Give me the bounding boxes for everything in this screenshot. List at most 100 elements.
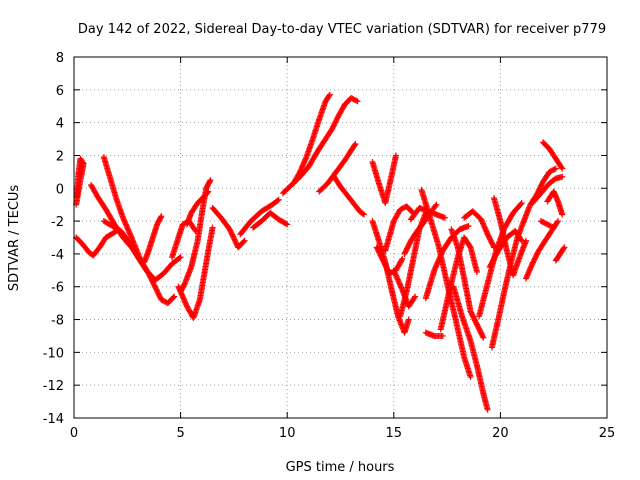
data-point (470, 313, 477, 320)
series-arc-15 (290, 91, 333, 187)
data-point (489, 241, 496, 248)
data-point (207, 177, 214, 184)
data-point (382, 262, 389, 269)
data-point (468, 309, 475, 316)
series-arc-18 (369, 152, 399, 207)
chart-title: Day 142 of 2022, Sidereal Day-to-day VTE… (78, 22, 606, 37)
data-point (171, 293, 178, 300)
data-point (531, 256, 538, 263)
data-point (552, 165, 559, 172)
series-arc-8 (175, 224, 216, 321)
series-arc-2 (73, 227, 120, 259)
series-arc-5 (100, 154, 150, 274)
y-tick-label: -4 (51, 248, 64, 263)
series-arc-1 (73, 155, 87, 208)
data-point (332, 119, 339, 126)
data-point (384, 266, 391, 273)
data-point (328, 126, 335, 133)
data-point (205, 188, 212, 195)
data-point (473, 321, 480, 328)
axis-ticks: 0 5 10 15 20 25 -14 -12 -10 -8 -6 -4 -2 0 2 4 6 8 (43, 51, 616, 441)
data-point (332, 118, 339, 125)
data-point (157, 294, 164, 301)
data-point (558, 164, 565, 171)
data-point (441, 214, 448, 221)
data-point (383, 265, 390, 272)
data-point (439, 332, 446, 339)
data-point (477, 328, 484, 335)
data-point (466, 243, 473, 250)
data-point (538, 181, 545, 188)
data-point (381, 260, 388, 267)
y-tick-label: 0 (56, 182, 64, 197)
data-point (376, 250, 383, 257)
data-point (465, 223, 472, 230)
data-point (472, 317, 479, 324)
data-point (192, 227, 199, 234)
series-arc-4 (100, 218, 184, 284)
series-arc-43 (537, 218, 557, 231)
data-point (398, 257, 405, 264)
series-arc-14 (279, 95, 361, 197)
series-arc-21 (382, 203, 416, 254)
data-point (155, 290, 162, 297)
series-arc-6 (141, 213, 165, 266)
data-point (477, 329, 484, 336)
y-tick-label: -8 (51, 314, 64, 329)
data-point (530, 258, 537, 265)
plot-frame (73, 56, 608, 419)
data-point (532, 254, 539, 261)
data-point (382, 261, 389, 268)
data-point (405, 316, 412, 323)
series-arc-28 (422, 329, 446, 339)
x-tick-label: 5 (176, 426, 184, 441)
data-point (476, 326, 483, 333)
data-point (240, 238, 247, 245)
data-point (204, 189, 211, 196)
data-point (176, 255, 183, 262)
y-tick-label: 4 (56, 117, 64, 132)
data-point (488, 239, 495, 246)
y-tick-label: 8 (56, 51, 64, 66)
data-point (158, 213, 165, 220)
data-point (533, 251, 540, 258)
data-point (330, 123, 337, 130)
series-arc-27 (418, 186, 474, 380)
data-point (487, 236, 494, 243)
data-point (471, 316, 478, 323)
data-point (282, 220, 289, 227)
data-point (485, 232, 492, 239)
data-point (275, 196, 282, 203)
series-arc-20 (373, 244, 406, 277)
x-tick-label: 15 (386, 426, 403, 441)
data-point (467, 308, 474, 315)
data-point (479, 331, 486, 338)
data-point (380, 257, 387, 264)
data-point (209, 224, 216, 231)
data-point (560, 245, 567, 252)
data-point (554, 219, 561, 226)
data-point (538, 182, 545, 189)
data-point (354, 98, 361, 105)
data-point (559, 211, 566, 218)
y-tick-label: 2 (56, 149, 64, 164)
data-point (473, 268, 480, 275)
data-point (331, 120, 338, 127)
data-point (359, 210, 366, 217)
data-point (529, 260, 536, 267)
data-point (554, 218, 561, 225)
data-point (550, 224, 557, 231)
data-point (559, 165, 566, 172)
data-point (177, 254, 184, 261)
series-arc-33 (476, 200, 525, 320)
data-point (380, 258, 387, 265)
data-point (392, 152, 399, 159)
data-point (326, 91, 333, 98)
series-arc-31 (448, 226, 487, 341)
data-point (156, 292, 163, 299)
data-point (402, 249, 409, 256)
series-arc-42 (552, 244, 568, 264)
data-point (484, 231, 491, 238)
data-point (353, 97, 360, 104)
